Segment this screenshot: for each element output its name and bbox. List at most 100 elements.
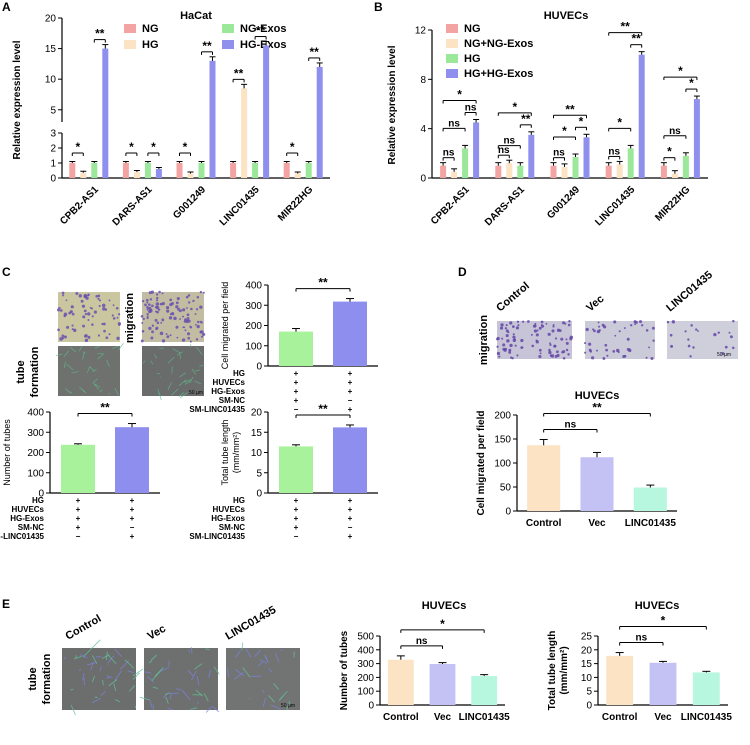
cell-dot (565, 341, 569, 345)
chart-b-y-tick-label: 8 (420, 75, 426, 86)
chart-a-y-tick-label: 2 (50, 144, 56, 155)
chart-e2-bar (692, 672, 720, 705)
cell-dot (671, 320, 676, 324)
cell-dot (146, 308, 149, 311)
tube-segment (93, 383, 100, 390)
micrograph-e-linc (226, 648, 300, 710)
cell-dot (97, 334, 101, 337)
panel-letter-b: B (374, 0, 383, 14)
cell-dot (181, 315, 184, 318)
tube-segment (273, 683, 279, 690)
tube-segment (164, 692, 170, 696)
chart-d-y-tick-label: 200 (494, 411, 511, 422)
chart-a-category-label: DARS-AS1 (111, 184, 155, 228)
cell-dot (515, 326, 520, 330)
cell-dot (175, 325, 179, 329)
tube-segment (90, 639, 101, 650)
cell-dot (602, 357, 606, 360)
treatment-mark: + (348, 514, 353, 523)
tube-segment (113, 683, 117, 692)
cell-dot (520, 338, 524, 343)
tube-segment (92, 378, 98, 384)
chart-b-bar (638, 54, 645, 178)
chart-a-sig-label: * (75, 140, 80, 154)
cell-dot (606, 354, 609, 357)
cell-dot (101, 303, 106, 308)
cell-dot (560, 337, 564, 341)
chart-c1-y-tick-label: 100 (245, 341, 262, 352)
chart-c3-y-tick-label: 5 (256, 468, 262, 479)
treatment-table-c3: HG + +HUVECs + +HG-Exos + +SM-NC + −SM-LINC01435… (189, 496, 352, 541)
scale-bar-e: 50 µm (281, 703, 295, 709)
cell-dot (177, 307, 181, 311)
chart-b-sig-label: ns (443, 148, 455, 159)
cell-dot (505, 334, 509, 338)
cell-dot (535, 333, 539, 337)
cell-dot (618, 330, 621, 333)
chart-d-y-tick-label: 50 (500, 483, 512, 494)
cell-dot (199, 305, 203, 309)
cell-dot (62, 294, 65, 297)
chart-b-bar (627, 148, 634, 178)
tube-segment (172, 348, 181, 354)
cell-dot (508, 348, 512, 352)
tube-segment (253, 650, 261, 658)
cell-dot (517, 324, 520, 327)
cell-dot (98, 304, 101, 308)
cell-dot (176, 297, 180, 301)
chart-b-legend-swatch (446, 69, 458, 78)
chart-d-y-label: Cell migrated per field (476, 410, 487, 515)
treatment-mark: + (348, 532, 353, 541)
cell-dot (562, 350, 566, 354)
chart-c-number-of-tubes: 0 100 200 300 400 ** Number of tubes (2, 401, 160, 500)
chart-b-y-label: Relative expression level (387, 45, 398, 164)
chart-a-legend-label: NG-Exos (240, 23, 286, 35)
tube-segment (92, 675, 95, 683)
tube-segment (167, 356, 175, 364)
tube-segment (94, 345, 100, 349)
chart-b-title: HUVECs (544, 10, 589, 22)
chart-e2-y-tick-label: 5 (586, 687, 592, 698)
tube-segment (262, 690, 265, 693)
tube-segment (208, 669, 211, 679)
cell-dot (154, 318, 158, 322)
cell-dot (165, 305, 170, 310)
label-e-formation: formation (41, 653, 53, 704)
tube-segment (245, 648, 252, 658)
chart-a-y-tick-label: 0 (50, 174, 56, 185)
treatment-mark: − (294, 405, 299, 414)
chart-d-category-label: LINC01435 (625, 518, 677, 529)
cell-dot (509, 343, 513, 348)
cell-dot (565, 338, 568, 341)
label-e-control: Control (64, 613, 104, 643)
cell-dot (585, 327, 589, 332)
chart-b-legend-label: HG (464, 53, 481, 65)
chart-a-bar (283, 163, 290, 178)
chart-a-bar (187, 173, 194, 178)
cell-dot (156, 299, 159, 302)
chart-b-y-tick-label: 4 (420, 124, 426, 135)
tube-segment (184, 380, 192, 385)
chart-c3-y-tick-label: 20 (251, 408, 263, 419)
cell-dot (116, 336, 120, 341)
chart-a-y-tick-label: 20 (45, 14, 57, 25)
cell-dot (183, 318, 188, 322)
chart-a-bar (80, 172, 87, 178)
cell-dot (604, 343, 608, 347)
chart-b-bar (682, 155, 689, 178)
cell-dot (651, 326, 655, 330)
tube-segment (147, 676, 155, 683)
chart-a-sig-label: * (183, 140, 188, 154)
chart-b-sig-label: ** (521, 112, 531, 126)
cell-dot (140, 339, 144, 343)
cell-dot (73, 328, 77, 333)
cell-dot (516, 354, 519, 357)
tube-segment (163, 694, 167, 698)
cell-dot (80, 299, 84, 303)
cell-dot (102, 322, 106, 326)
cell-dot (117, 313, 121, 316)
treatment-mark: + (294, 505, 299, 514)
chart-c3-y-label: Total tube length (220, 419, 230, 485)
cell-dot (82, 324, 86, 328)
tube-segment (91, 655, 98, 664)
